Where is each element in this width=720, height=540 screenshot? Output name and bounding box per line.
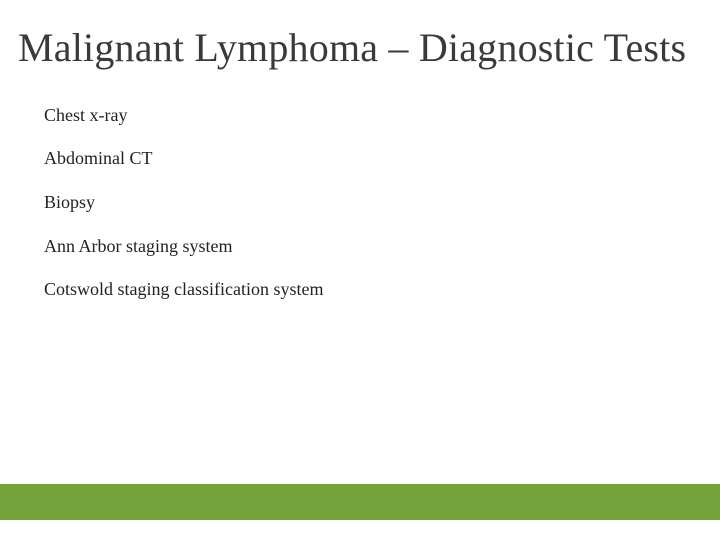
list-item: Ann Arbor staging system: [44, 236, 702, 258]
slide-title: Malignant Lymphoma – Diagnostic Tests: [18, 26, 702, 71]
list-item: Cotswold staging classification system: [44, 279, 702, 301]
list-item: Abdominal CT: [44, 148, 702, 170]
slide-body-list: Chest x-ray Abdominal CT Biopsy Ann Arbo…: [18, 105, 702, 301]
list-item: Biopsy: [44, 192, 702, 214]
accent-bar: [0, 484, 720, 520]
slide-container: Malignant Lymphoma – Diagnostic Tests Ch…: [0, 0, 720, 540]
list-item: Chest x-ray: [44, 105, 702, 127]
